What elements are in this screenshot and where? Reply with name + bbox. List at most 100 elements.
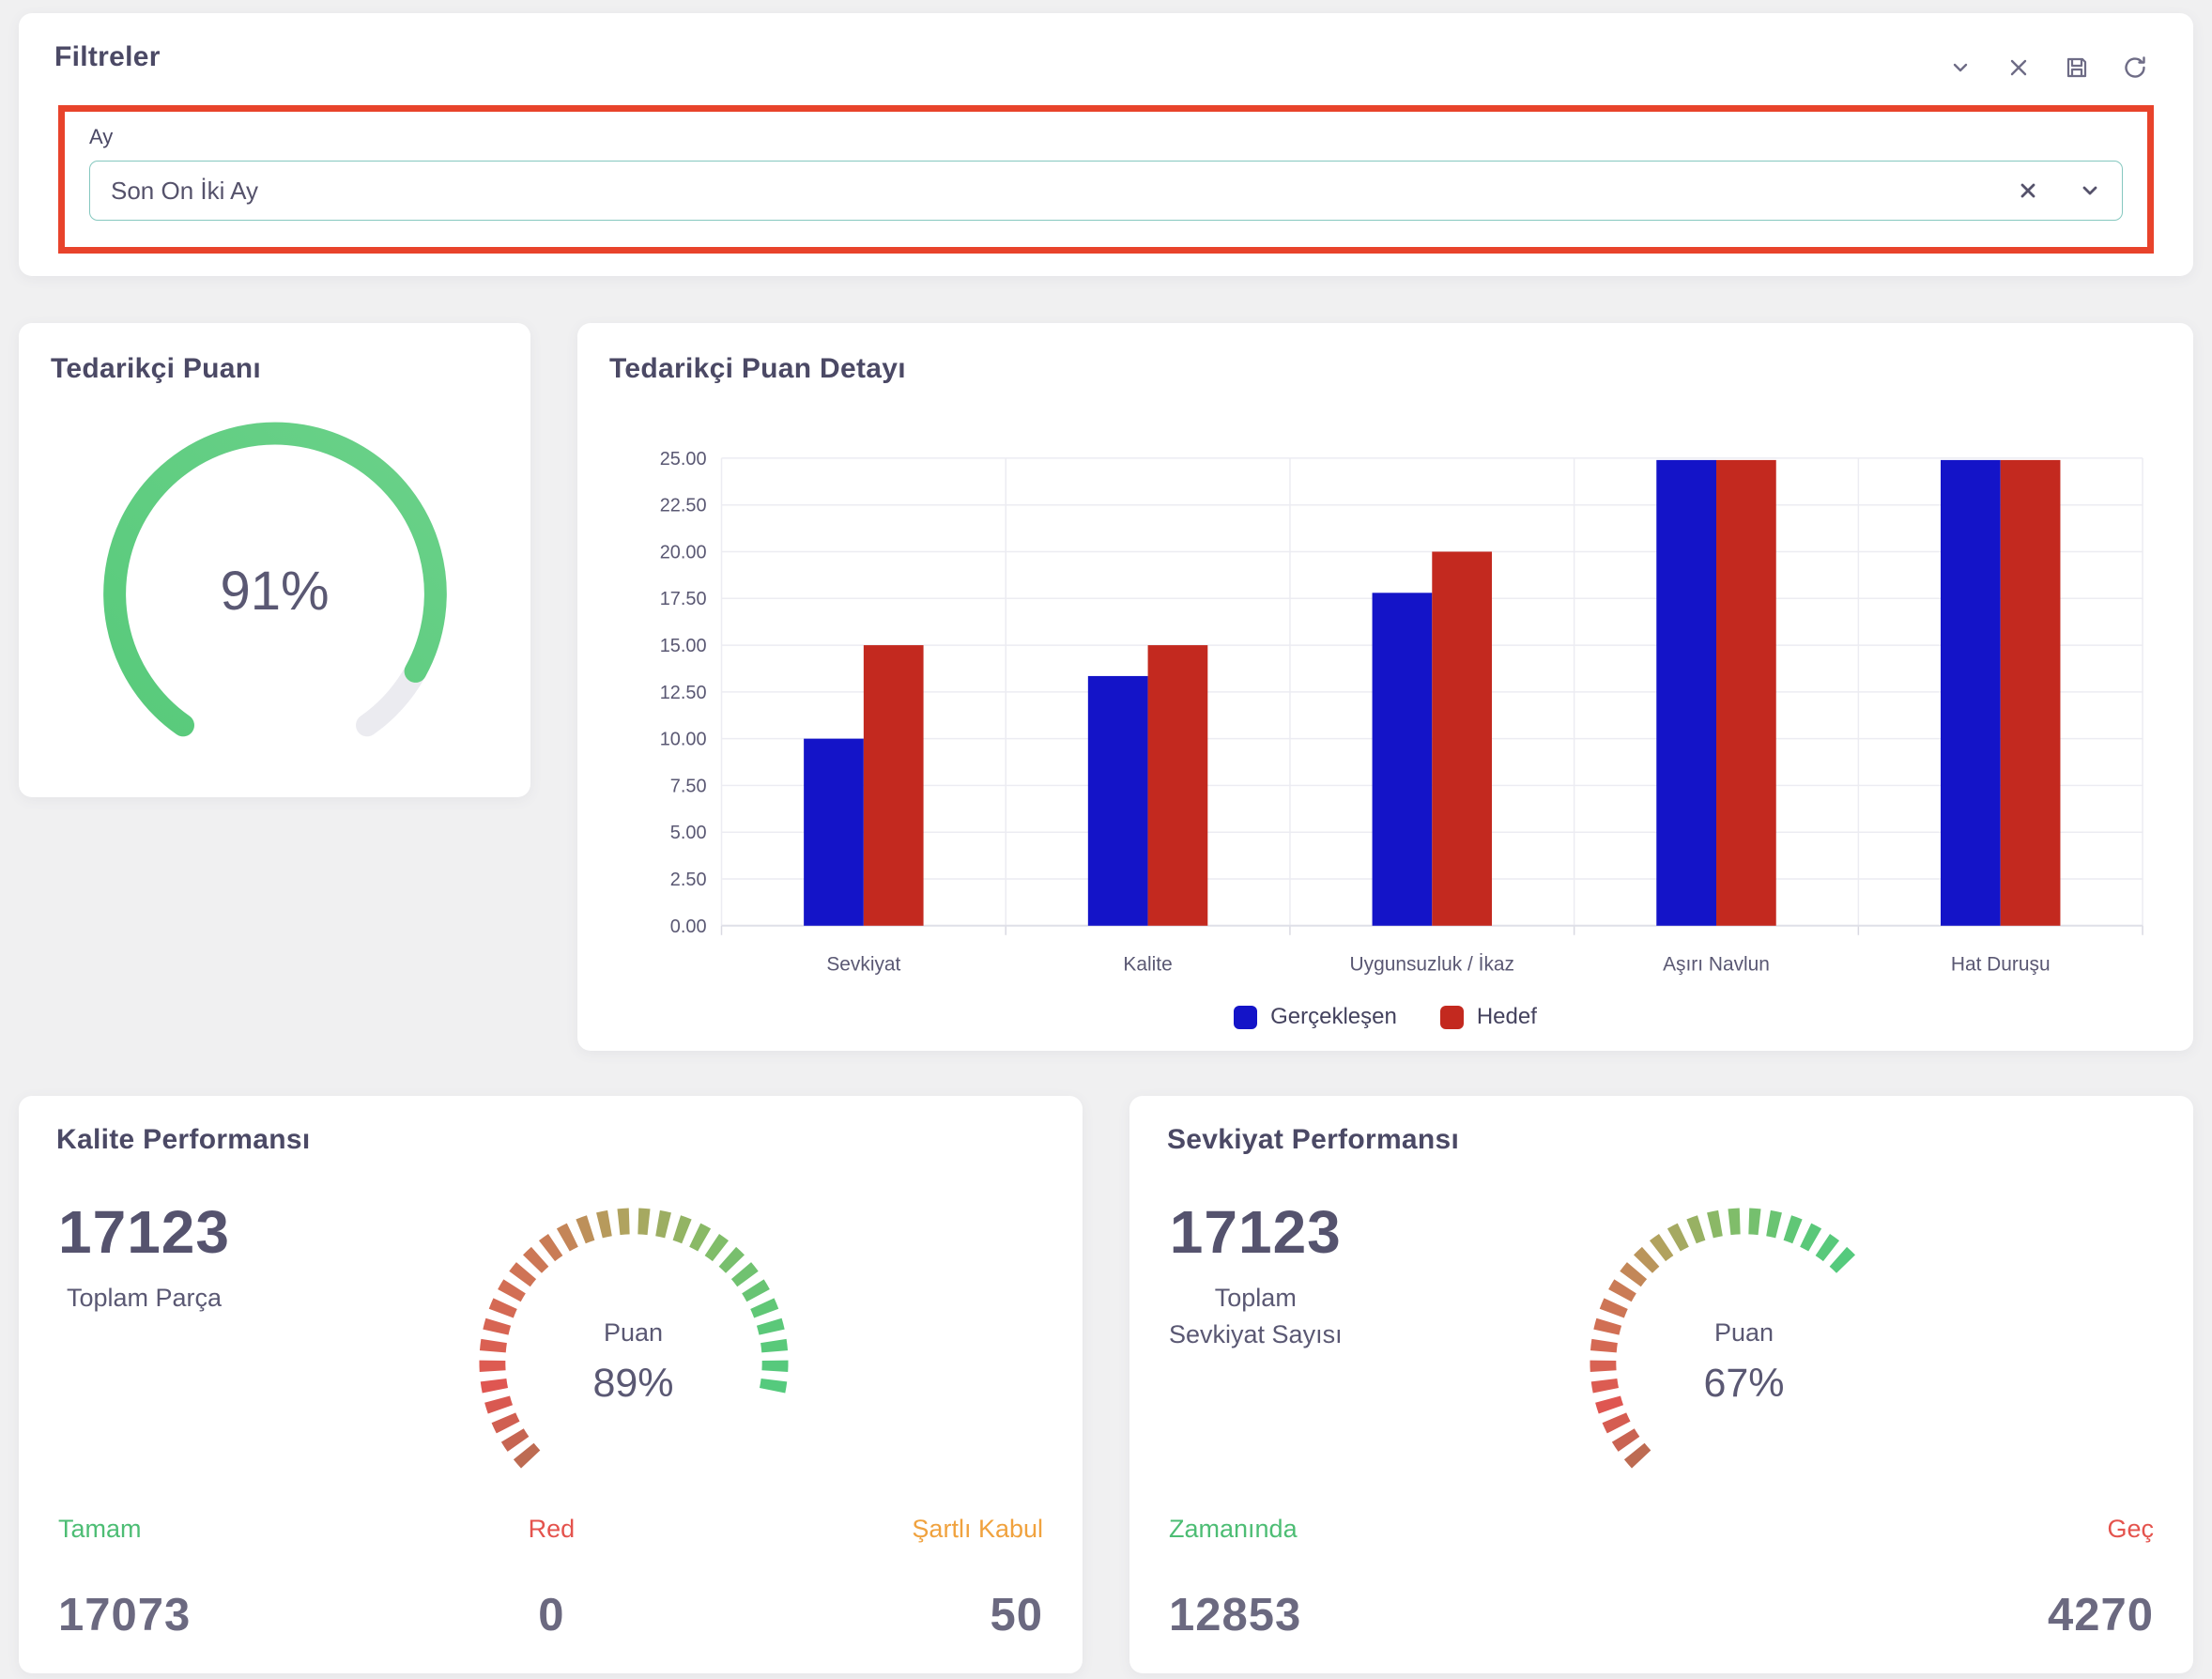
bar-Hedef (1432, 551, 1493, 926)
supplier-score-gauge: 91% (83, 398, 468, 783)
gauge-segment (1829, 1246, 1855, 1273)
shipment-gauge: Puan 67% (1560, 1178, 1928, 1547)
gauge-segment (513, 1442, 540, 1469)
bar-Gerçekleşen (1656, 459, 1717, 926)
gauge-segment (1611, 1428, 1639, 1452)
bar-Gerçekleşen (1940, 459, 2001, 926)
bar-Hedef (863, 645, 924, 926)
month-field-label: Ay (89, 125, 114, 148)
score-detail-bars: 0.00 2.50 5.00 7.50 10.00 12.50 15.00 17.50 20.0… (660, 449, 2143, 976)
bar-Hedef (1147, 645, 1208, 926)
y-axis-tick-label: 17.50 (660, 589, 707, 609)
gauge-segment (491, 1412, 520, 1434)
supplier-score-value: 91% (220, 560, 330, 622)
x-axis-label: Hat Duruşu (1951, 954, 2051, 976)
stat-tamam-value: 17073 (58, 1590, 192, 1640)
stat-gec-value: 4270 (2047, 1590, 2154, 1640)
performance-row: Kalite Performansı 17123 Toplam Parça Pu… (19, 1096, 2193, 1673)
gauge-segment (730, 1262, 759, 1287)
month-select-controls (2017, 179, 2101, 202)
shipment-total-value: 17123 (1169, 1198, 1342, 1266)
shipment-gauge-arc (1589, 1208, 1855, 1469)
gauge-segment (1765, 1209, 1782, 1239)
stat-zamaninda-label: Zamanında (1169, 1515, 1298, 1543)
gauge-segment (538, 1233, 562, 1262)
quality-total-label: Toplam Parça (66, 1284, 223, 1312)
quality-title: Kalite Performansı (56, 1124, 311, 1155)
gauge-segment (1590, 1338, 1618, 1353)
clear-selection-icon[interactable] (2017, 179, 2039, 202)
select-chevron-down-icon[interactable] (2079, 179, 2101, 202)
legend-swatch-blue (1234, 1005, 1258, 1029)
chart-legend: Gerçekleşen Hedef (609, 1004, 2161, 1030)
gauge-segment (688, 1223, 711, 1252)
y-axis-tick-label: 12.50 (660, 683, 707, 703)
gauge-segment (759, 1378, 787, 1394)
x-axis-label: Sevkiyat (826, 954, 900, 976)
gauge-segment (1727, 1208, 1741, 1236)
supplier-score-title: Tedarikçi Puanı (51, 353, 262, 384)
shipment-gauge-label: Puan (1713, 1318, 1774, 1347)
gauge-segment (1592, 1317, 1621, 1335)
gauge-segment (741, 1279, 770, 1302)
close-icon[interactable] (2005, 54, 2032, 81)
gauge-segment (749, 1298, 778, 1318)
gauge-segment (595, 1209, 612, 1239)
supplier-score-card: Tedarikçi Puanı 91% (19, 323, 530, 797)
save-icon[interactable] (2064, 54, 2090, 81)
y-axis-tick-label: 15.00 (660, 636, 707, 656)
gauge-segment (497, 1279, 526, 1302)
bar-Hedef (1716, 459, 1776, 926)
legend-swatch-red (1439, 1005, 1464, 1029)
quality-gauge: Puan 89% (450, 1178, 818, 1547)
gauge-segment (718, 1246, 745, 1273)
quality-gauge-label: Puan (603, 1318, 664, 1347)
y-axis-tick-label: 10.00 (660, 730, 707, 750)
gauge-segment (522, 1246, 548, 1273)
gauge-segment (1599, 1298, 1628, 1318)
quality-total: 17123 Toplam Parça (58, 1197, 230, 1317)
quality-stats: Tamam 17073 Red 0 Şartlı Kabul 50 (58, 1515, 1043, 1641)
bar-Hedef (2000, 459, 2061, 926)
refresh-icon[interactable] (2122, 54, 2148, 81)
gauge-segment (556, 1223, 578, 1252)
month-select-value: Son On İki Ay (111, 176, 259, 205)
gauge-segment (1706, 1209, 1723, 1239)
gauge-segment (1607, 1279, 1636, 1302)
gauge-segment (575, 1215, 595, 1244)
shipment-stats: Zamanında 12853 Geç 4270 (1169, 1515, 2154, 1641)
gauge-segment (1685, 1215, 1706, 1244)
gauge-segment (1799, 1223, 1821, 1252)
y-axis-tick-label: 2.50 (670, 870, 707, 890)
bar-Gerçekleşen (1087, 675, 1148, 926)
shipment-total-label-line2: Sevkiyat Sayısı (1169, 1320, 1343, 1349)
bar-Gerçekleşen (1372, 593, 1433, 926)
y-axis-tick-label: 25.00 (660, 449, 707, 470)
stat-zamaninda-value: 12853 (1169, 1590, 1302, 1640)
stat-red-value: 0 (538, 1590, 565, 1640)
gauge-segment (760, 1338, 788, 1353)
gauge-segment (616, 1208, 630, 1236)
legend-label-hedef: Hedef (1476, 1004, 1537, 1030)
highlighted-filter-region: Ay Son On İki Ay (58, 105, 2154, 254)
quality-total-value: 17123 (58, 1198, 230, 1266)
score-detail-chart: 0.00 2.50 5.00 7.50 10.00 12.50 15.00 17.50 20.0… (609, 439, 2161, 1000)
gauge-segment (1623, 1442, 1651, 1469)
quality-gauge-arc (478, 1208, 789, 1469)
gauge-segment (1815, 1233, 1839, 1262)
shipment-performance-card: Sevkiyat Performansı 17123 Toplam Sevkiy… (1129, 1096, 2193, 1673)
month-select[interactable]: Son On İki Ay (89, 161, 2123, 221)
x-axis-label: Kalite (1123, 954, 1172, 976)
stat-sartli-kabul: Şartlı Kabul 50 (912, 1515, 1043, 1641)
gauge-segment (500, 1428, 529, 1452)
collapse-chevron-icon[interactable] (1947, 54, 1974, 81)
shipment-gauge-center: Puan 67% (1560, 1178, 1928, 1547)
gauge-segment (484, 1395, 513, 1414)
legend-item-hedef[interactable]: Hedef (1439, 1004, 1537, 1030)
gauge-segment (1747, 1208, 1761, 1236)
supplier-score-gauge-arc (102, 422, 447, 737)
filter-panel-header: Filtreler (51, 41, 2161, 81)
legend-item-gerceklesen[interactable]: Gerçekleşen (1234, 1004, 1397, 1030)
y-axis-tick-label: 0.00 (670, 917, 707, 937)
